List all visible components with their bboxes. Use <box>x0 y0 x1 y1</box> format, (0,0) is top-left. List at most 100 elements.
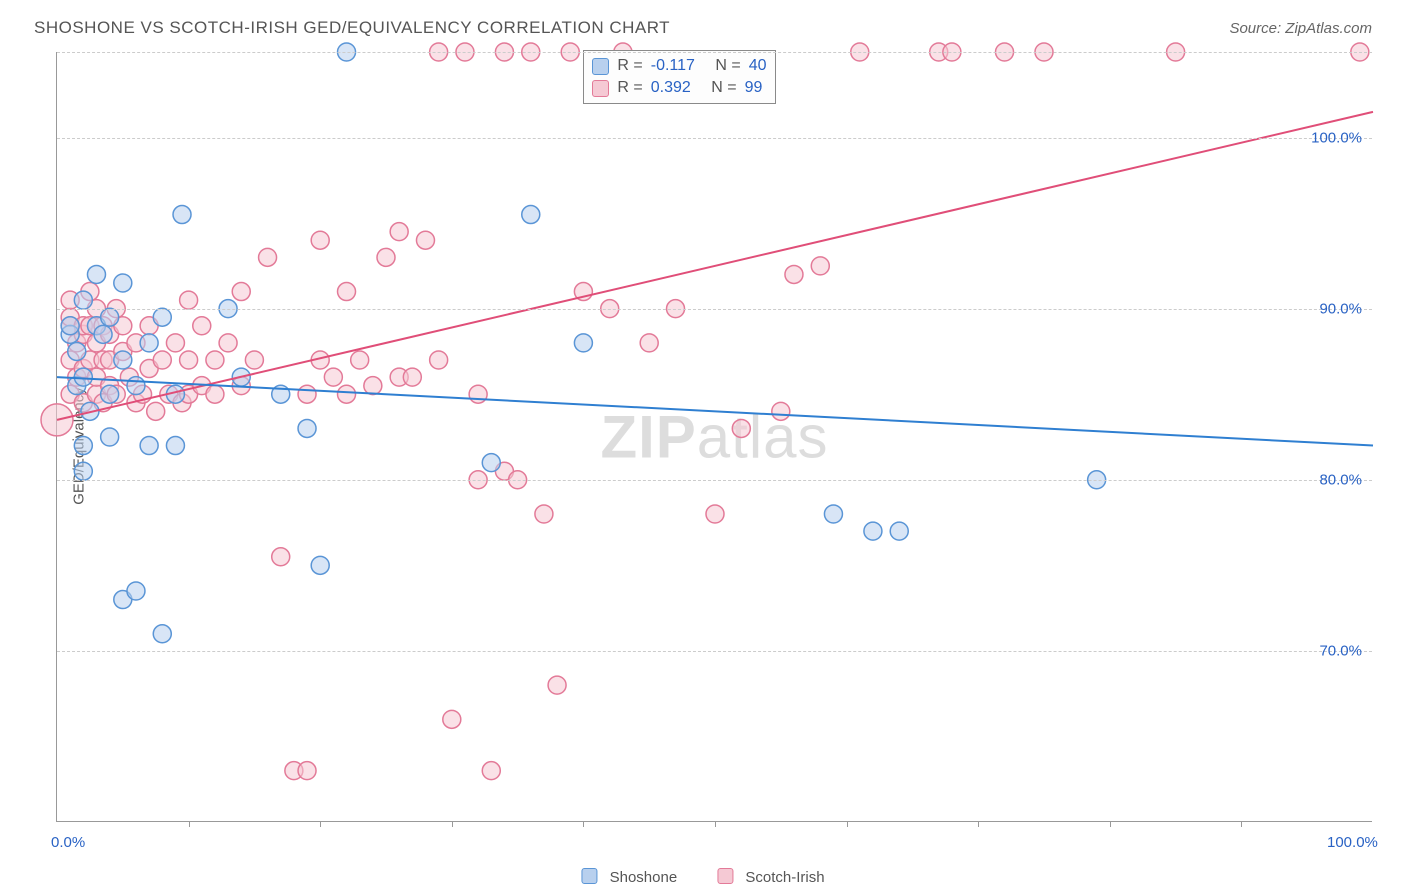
scatter-point <box>298 762 316 780</box>
scatter-point <box>864 522 882 540</box>
scatter-point <box>706 505 724 523</box>
legend-swatch-shoshone <box>581 868 597 884</box>
x-tick <box>715 821 716 827</box>
chart-source: Source: ZipAtlas.com <box>1229 20 1372 37</box>
scatter-point <box>311 556 329 574</box>
scatter-point <box>153 308 171 326</box>
x-tick <box>1241 821 1242 827</box>
scatter-point <box>193 317 211 335</box>
scatter-point <box>351 351 369 369</box>
gridline <box>57 138 1372 139</box>
scatter-point <box>232 283 250 301</box>
scatter-point <box>811 257 829 275</box>
scatter-point <box>245 351 263 369</box>
stats-r-label: R = <box>617 79 642 97</box>
scatter-point <box>824 505 842 523</box>
stats-box: R = -0.117 N = 40 R = 0.392 N = 99 <box>583 50 775 104</box>
x-tick <box>978 821 979 827</box>
y-tick-label: 100.0% <box>1311 129 1362 146</box>
scatter-point <box>68 342 86 360</box>
scatter-point <box>364 377 382 395</box>
scatter-point <box>114 274 132 292</box>
y-tick-label: 80.0% <box>1319 471 1362 488</box>
gridline <box>57 309 1372 310</box>
scatter-point <box>324 368 342 386</box>
plot-area: ZIPatlas R = -0.117 N = 40 R = 0.392 N =… <box>56 52 1372 822</box>
scatter-point <box>74 462 92 480</box>
legend: Shoshone Scotch-Irish <box>581 868 824 886</box>
scatter-point <box>640 334 658 352</box>
scatter-point <box>298 419 316 437</box>
stats-r-label: R = <box>617 57 642 75</box>
legend-item-shoshone: Shoshone <box>581 868 677 886</box>
x-tick <box>452 821 453 827</box>
scatter-point <box>173 206 191 224</box>
gridline <box>57 52 1372 53</box>
x-tick <box>189 821 190 827</box>
chart-title: SHOSHONE VS SCOTCH-IRISH GED/EQUIVALENCY… <box>34 18 670 38</box>
chart-svg <box>57 52 1372 821</box>
stats-row-scotch-irish: R = 0.392 N = 99 <box>592 77 766 99</box>
scatter-point <box>153 351 171 369</box>
scatter-point <box>443 710 461 728</box>
scatter-point <box>61 317 79 335</box>
scatter-point <box>522 206 540 224</box>
stats-swatch-scotch-irish <box>592 80 609 97</box>
stats-row-shoshone: R = -0.117 N = 40 <box>592 55 766 77</box>
scatter-point <box>101 428 119 446</box>
stats-r-scotch-irish: 0.392 <box>651 79 691 97</box>
scatter-point <box>153 625 171 643</box>
scatter-point <box>785 265 803 283</box>
scatter-point <box>390 223 408 241</box>
scatter-point <box>87 265 105 283</box>
legend-label-scotch-irish: Scotch-Irish <box>745 869 824 886</box>
scatter-point <box>114 351 132 369</box>
regression-line <box>57 377 1373 445</box>
scatter-point <box>101 385 119 403</box>
scatter-point <box>127 582 145 600</box>
x-tick <box>583 821 584 827</box>
scatter-point <box>140 334 158 352</box>
scatter-point <box>403 368 421 386</box>
scatter-point <box>101 308 119 326</box>
gridline <box>57 480 1372 481</box>
scatter-point <box>259 248 277 266</box>
scatter-point <box>338 283 356 301</box>
scatter-point <box>377 248 395 266</box>
scatter-point <box>74 368 92 386</box>
stats-n-label: N = <box>711 79 736 97</box>
scatter-point <box>298 385 316 403</box>
y-tick-label: 90.0% <box>1319 300 1362 317</box>
y-tick-label: 70.0% <box>1319 642 1362 659</box>
scatter-point <box>166 334 184 352</box>
scatter-point <box>535 505 553 523</box>
stats-r-shoshone: -0.117 <box>651 57 695 75</box>
scatter-point <box>430 351 448 369</box>
x-tick <box>847 821 848 827</box>
stats-n-shoshone: 40 <box>749 57 767 75</box>
scatter-point <box>180 291 198 309</box>
scatter-point <box>574 334 592 352</box>
stats-n-scotch-irish: 99 <box>745 79 763 97</box>
scatter-point <box>74 291 92 309</box>
scatter-point <box>338 385 356 403</box>
regression-line <box>57 112 1373 420</box>
x-tick <box>1110 821 1111 827</box>
scatter-point <box>206 351 224 369</box>
scatter-point <box>416 231 434 249</box>
scatter-point <box>140 437 158 455</box>
x-tick <box>320 821 321 827</box>
legend-item-scotch-irish: Scotch-Irish <box>717 868 824 886</box>
x-axis-min-label: 0.0% <box>51 834 85 851</box>
scatter-point <box>890 522 908 540</box>
scatter-point <box>772 402 790 420</box>
scatter-point <box>732 419 750 437</box>
scatter-point <box>219 334 237 352</box>
stats-n-label: N = <box>715 57 740 75</box>
stats-swatch-shoshone <box>592 58 609 75</box>
scatter-point <box>548 676 566 694</box>
scatter-point <box>469 385 487 403</box>
chart-header: SHOSHONE VS SCOTCH-IRISH GED/EQUIVALENCY… <box>34 18 1372 38</box>
x-axis-max-label: 100.0% <box>1327 834 1378 851</box>
scatter-point <box>127 377 145 395</box>
